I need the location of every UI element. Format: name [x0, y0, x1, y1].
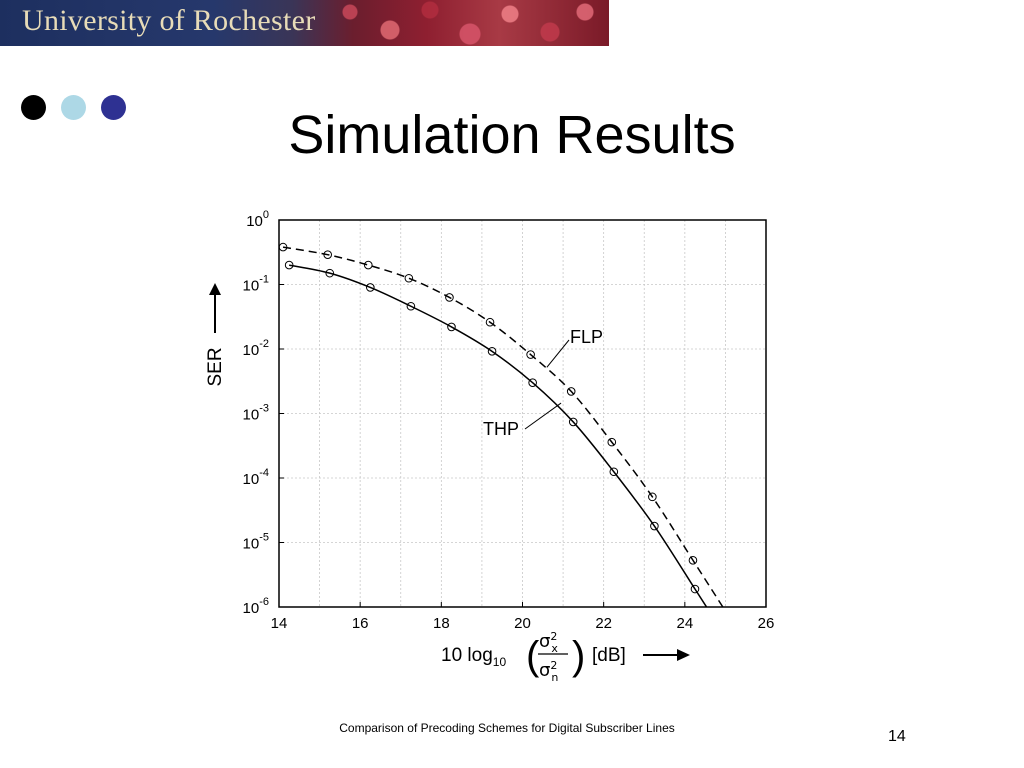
x-axis-denominator: σ2 n	[539, 659, 558, 684]
x-tick-label: 26	[758, 615, 775, 632]
data-point-thp	[609, 467, 619, 477]
series-line-flp	[282, 246, 724, 608]
y-tick-label: 10-2	[243, 338, 269, 359]
data-point-thp	[528, 378, 537, 388]
y-tick-label: 10-5	[243, 532, 269, 553]
leader-line-thp	[524, 402, 562, 430]
data-point-thp	[406, 301, 416, 311]
leader-line-flp	[546, 339, 570, 368]
y-axis-arrow-head	[209, 283, 221, 295]
university-name: University of Rochester	[22, 4, 316, 37]
data-point-flp	[363, 260, 373, 270]
data-point-thp	[487, 347, 497, 356]
data-point-thp	[284, 260, 294, 270]
banner-leaves-image	[330, 0, 609, 46]
x-axis-paren-left: (	[526, 634, 540, 678]
data-point-thp	[690, 584, 700, 594]
y-axis-label: SER	[205, 347, 226, 386]
bullet-dot-blue	[101, 95, 126, 120]
x-tick-label: 18	[433, 615, 450, 632]
data-point-flp	[607, 437, 617, 447]
x-tick-label: 16	[352, 615, 369, 632]
series-label-flp: FLP	[570, 327, 603, 347]
x-axis-label-prefix: 10 log10	[441, 645, 506, 669]
data-point-flp	[278, 242, 288, 252]
page-number: 14	[888, 728, 906, 745]
x-tick-label: 20	[514, 615, 531, 632]
data-point-flp	[526, 350, 535, 359]
slide-footer: Comparison of Precoding Schemes for Digi…	[339, 721, 675, 735]
x-axis-arrow-head	[677, 649, 690, 661]
bullet-dot-black	[21, 95, 46, 120]
x-axis-numerator: σ2 x	[539, 630, 558, 655]
data-point-flp	[688, 555, 698, 565]
data-point-flp	[323, 250, 332, 259]
bullet-dot-lightblue	[61, 95, 86, 120]
slide-title: Simulation Results	[288, 105, 736, 165]
x-tick-label: 22	[595, 615, 612, 632]
data-point-flp	[404, 273, 414, 283]
series-labels: FLP THP	[483, 327, 603, 439]
x-tick-label: 24	[676, 615, 693, 632]
y-tick-label: 10-4	[243, 467, 269, 488]
x-axis-unit: [dB]	[592, 645, 626, 666]
x-tick-label: 14	[271, 615, 288, 632]
y-tick-label: 10-1	[243, 274, 269, 295]
x-axis-paren-right: )	[572, 634, 585, 678]
ser-chart: 14 16 18 20 22 24 26 100 10-1 10-2 10-3 10-4 10-5 10-…	[205, 209, 775, 684]
y-tick-label: 10-3	[243, 403, 269, 424]
data-point-flp	[648, 492, 657, 502]
series-label-thp: THP	[483, 419, 519, 439]
data-point-thp	[325, 268, 335, 278]
university-banner: University of Rochester	[0, 0, 609, 46]
chart-grid	[278, 219, 767, 608]
data-point-thp	[650, 521, 659, 531]
data-point-thp	[447, 322, 456, 332]
data-point-thp	[366, 283, 375, 292]
data-point-flp	[445, 293, 454, 302]
data-point-flp	[566, 387, 576, 396]
y-tick-label: 10-6	[243, 596, 269, 617]
series-lines	[278, 242, 724, 608]
axis-labels: SER 10 log10 () σ2 x σ2 n [dB]	[205, 283, 690, 684]
y-tick-label: 100	[246, 209, 269, 230]
data-point-thp	[568, 417, 578, 427]
series-line-thp	[288, 264, 708, 608]
data-point-flp	[485, 317, 495, 327]
